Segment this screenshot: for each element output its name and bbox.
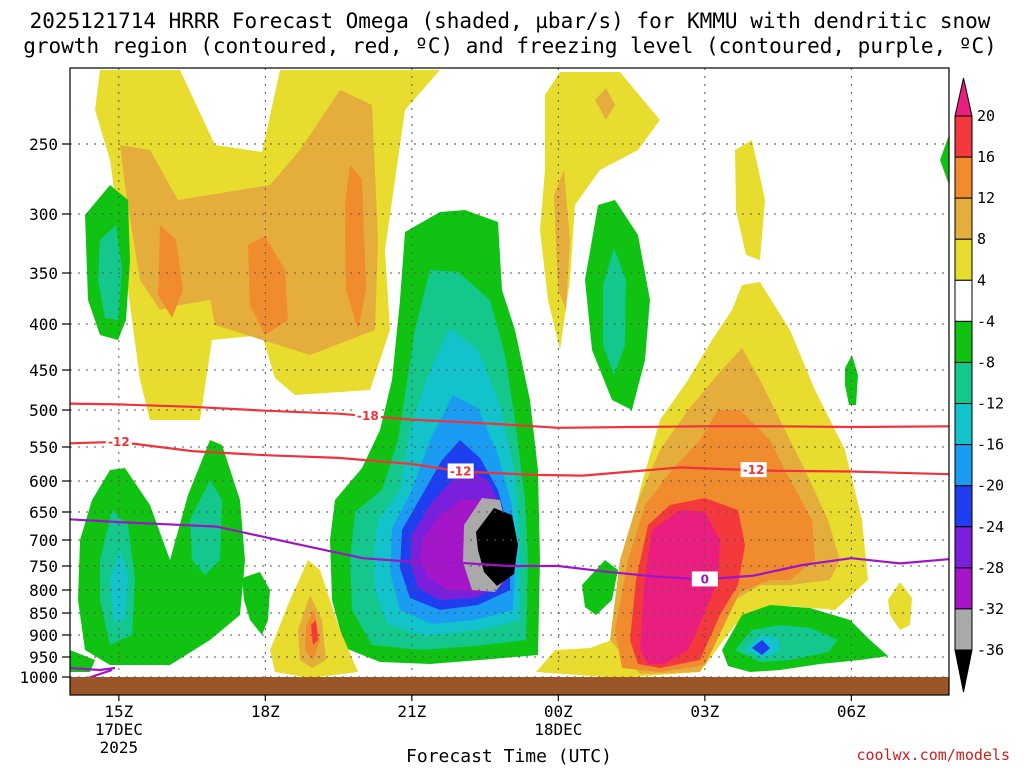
- contour-label-bg: [354, 408, 381, 424]
- colorbar-swatch: [954, 608, 973, 651]
- colorbar-swatch: [954, 156, 973, 199]
- colorbar-swatch: [954, 403, 973, 446]
- x-tick-label: 06Z: [837, 702, 866, 721]
- y-tick-label: 750: [29, 557, 58, 576]
- x-tick-date: 18DEC: [534, 720, 582, 739]
- colorbar-label: -24: [977, 518, 1004, 536]
- y-tick-label: 600: [29, 472, 58, 491]
- y-tick-label: 400: [29, 315, 58, 334]
- title-line-2: growth region (contoured, red, ºC) and f…: [23, 34, 997, 58]
- y-tick-label: 950: [29, 648, 58, 667]
- y-tick-label: 300: [29, 205, 58, 224]
- x-tick-year: 2025: [100, 738, 139, 757]
- colorbar-label: 8: [977, 230, 986, 248]
- contour-label: -18: [357, 409, 379, 423]
- colorbar-swatch: [954, 238, 973, 281]
- colorbar-swatch: [954, 485, 973, 528]
- y-tick-label: 550: [29, 438, 58, 457]
- colorbar-swatch: [954, 361, 973, 405]
- omega-region-sink-19z: [270, 560, 358, 678]
- omega-region-lift-04z: [722, 605, 888, 672]
- colorbar-bottom-arrow: [954, 649, 973, 693]
- colorbar-swatch: [954, 567, 973, 610]
- colorbar-swatch: [954, 444, 973, 487]
- plot-area: -18 -12 -12 -12 0: [70, 68, 949, 695]
- temperature-contours: -18 -12 -12 -12 0: [70, 402, 949, 680]
- colorbar-swatch: [954, 279, 973, 322]
- colorbar-label: 16: [977, 148, 995, 166]
- freezing-level-line: [70, 518, 949, 581]
- colorbar-swatch: [954, 320, 973, 363]
- y-tick-label: 900: [29, 626, 58, 645]
- colorbar-label: -32: [977, 600, 1004, 618]
- contour-label: -12: [743, 463, 765, 477]
- colorbar: 20 16 12 8 4 -4 -8 -12 -16 -20 -24 -28 -32 -36: [954, 77, 1004, 693]
- x-tick-label: 21Z: [397, 702, 426, 721]
- y-tick-label: 650: [29, 503, 58, 522]
- omega-region-upper-right: [735, 135, 949, 260]
- contour-label: 0: [701, 572, 709, 586]
- omega-region-upper-lift-right: [585, 200, 650, 410]
- contour-label-bg: [691, 571, 718, 587]
- y-axis: 250 300 350 400 450 500 550 600 650 700 750 800 850 9…: [19, 135, 70, 687]
- x-tick-label: 15Z: [104, 702, 133, 721]
- ground-surface: [70, 677, 949, 695]
- colorbar-label: 4: [977, 271, 986, 289]
- x-tick-date: 17DEC: [95, 720, 143, 739]
- contour-label-bg: [740, 462, 767, 478]
- y-tick-label: 1000: [19, 668, 58, 687]
- x-tick-label: 03Z: [690, 702, 719, 721]
- x-tick-label: 18Z: [251, 702, 280, 721]
- y-tick-label: 700: [29, 531, 58, 550]
- isotherm-minus18-line: [70, 402, 949, 429]
- colorbar-label: -12: [977, 395, 1004, 413]
- x-tick-label: 00Z: [544, 702, 573, 721]
- omega-region-upper-left: [95, 70, 440, 420]
- colorbar-swatch: [954, 115, 973, 158]
- colorbar-label: -8: [977, 353, 995, 371]
- colorbar-swatch: [954, 526, 973, 569]
- title-line-1: 2025121714 HRRR Forecast Omega (shaded, …: [30, 9, 991, 33]
- omega-region-edge-left: [70, 650, 95, 672]
- omega-region-lift-small-left: [242, 560, 618, 635]
- colorbar-top-arrow: [954, 77, 973, 117]
- y-tick-label: 450: [29, 361, 58, 380]
- y-tick-label: 250: [29, 135, 58, 154]
- contour-label: -12: [450, 464, 472, 478]
- colorbar-label: -16: [977, 436, 1004, 454]
- contour-label: -12: [108, 435, 130, 449]
- y-tick-label: 800: [29, 581, 58, 600]
- credit-text: coolwx.com/models: [856, 746, 1010, 764]
- colorbar-label: 20: [977, 107, 995, 125]
- colorbar-label: -20: [977, 477, 1004, 495]
- grid-lines: [70, 68, 949, 695]
- x-axis-label: Forecast Time (UTC): [406, 746, 612, 767]
- plot-border: [69, 67, 950, 696]
- y-tick-label: 500: [29, 401, 58, 420]
- colorbar-label: -28: [977, 559, 1004, 577]
- colorbar-label: -36: [977, 641, 1004, 659]
- omega-region-lift-left: [78, 440, 245, 665]
- y-tick-label: 850: [29, 604, 58, 623]
- contour-label-bg: [105, 433, 132, 449]
- contour-label-bg: [447, 463, 474, 479]
- colorbar-swatch: [954, 197, 973, 240]
- colorbar-label: 12: [977, 189, 995, 207]
- freezing-level-surface-segment: [70, 666, 116, 680]
- colorbar-label: -4: [977, 312, 995, 330]
- y-tick-label: 350: [29, 264, 58, 283]
